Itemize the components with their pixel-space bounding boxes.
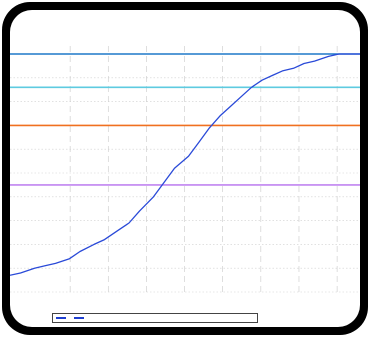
- series-line: [10, 53, 360, 276]
- legend-swatch: [56, 317, 66, 319]
- legend-entry: [56, 317, 68, 319]
- chart-legend: [52, 313, 258, 323]
- line-chart: [10, 46, 360, 293]
- chart-window: [10, 10, 360, 327]
- legend-entry: [74, 317, 86, 319]
- screenshot-frame: [2, 2, 368, 335]
- legend-swatch: [74, 317, 84, 319]
